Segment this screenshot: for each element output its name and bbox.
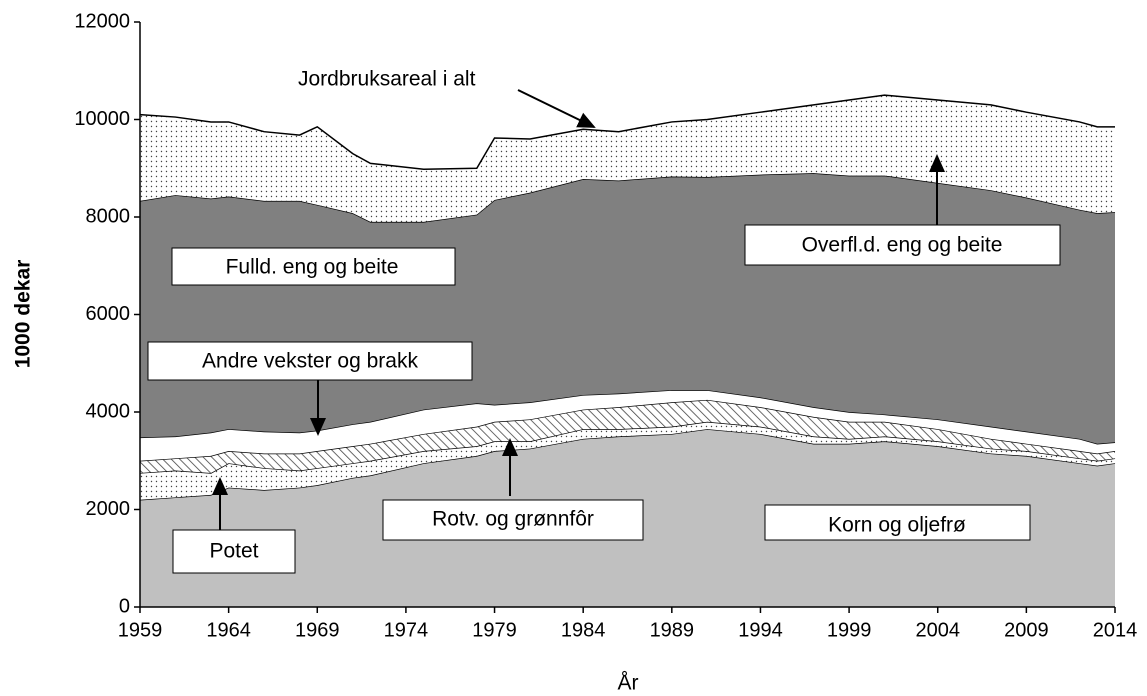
x-tick-label: 1964: [206, 619, 251, 641]
x-tick-label: 2014: [1093, 619, 1138, 641]
annotation: Jordbruksareal i alt: [298, 68, 476, 91]
x-axis-label: År: [618, 672, 639, 695]
axes: 0 2000 4000 6000 8000 10000 12000 1959 1964 1969 1…: [74, 10, 1137, 641]
x-tick-label: 1999: [827, 619, 872, 641]
y-tick-label: 2000: [86, 498, 131, 520]
label-box: [382, 499, 644, 541]
arrow: [517, 89, 596, 128]
x-tick-label: 2009: [1004, 619, 1049, 641]
label-box: [744, 224, 1061, 266]
area: [140, 390, 1115, 461]
y-tick-label: 10000: [74, 108, 130, 130]
annotation: Korn og oljefrø: [828, 514, 966, 537]
annotation: Potet: [209, 540, 258, 563]
y-tick-label: 8000: [86, 205, 131, 227]
x-tick-label: 1969: [295, 619, 340, 641]
x-tick-label: 1959: [118, 619, 163, 641]
label-box: [764, 504, 1031, 541]
x-tick-label: 1984: [561, 619, 606, 641]
label-box: [171, 247, 456, 286]
x-tick-label: 2004: [915, 619, 960, 641]
annotation: Overfl.d. eng og beite: [802, 234, 1003, 257]
y-axis-label: 1000 dekar: [12, 260, 35, 369]
annotation: Andre vekster og brakk: [202, 350, 418, 373]
y-tick-label: 6000: [86, 303, 131, 325]
x-tick-label: 1974: [384, 619, 429, 641]
area: [140, 95, 1115, 222]
x-tick-label: 1989: [650, 619, 695, 641]
y-tick-label: 4000: [86, 400, 131, 422]
area-edge: [139, 94, 1115, 170]
area: [140, 399, 1115, 473]
x-tick-label: 1994: [738, 619, 783, 641]
area: [140, 421, 1115, 500]
label-box: [147, 341, 473, 381]
annotation: Rotv. og grønnfôr: [432, 508, 594, 531]
y-tick-label: 0: [119, 595, 130, 617]
annotation: Fulld. eng og beite: [226, 256, 399, 279]
x-tick-label: 1979: [472, 619, 517, 641]
label-box: [172, 529, 296, 574]
y-tick-label: 12000: [74, 10, 130, 32]
annotations: Jordbruksareal i alt Overfl.d. eng og be…: [147, 68, 1061, 574]
